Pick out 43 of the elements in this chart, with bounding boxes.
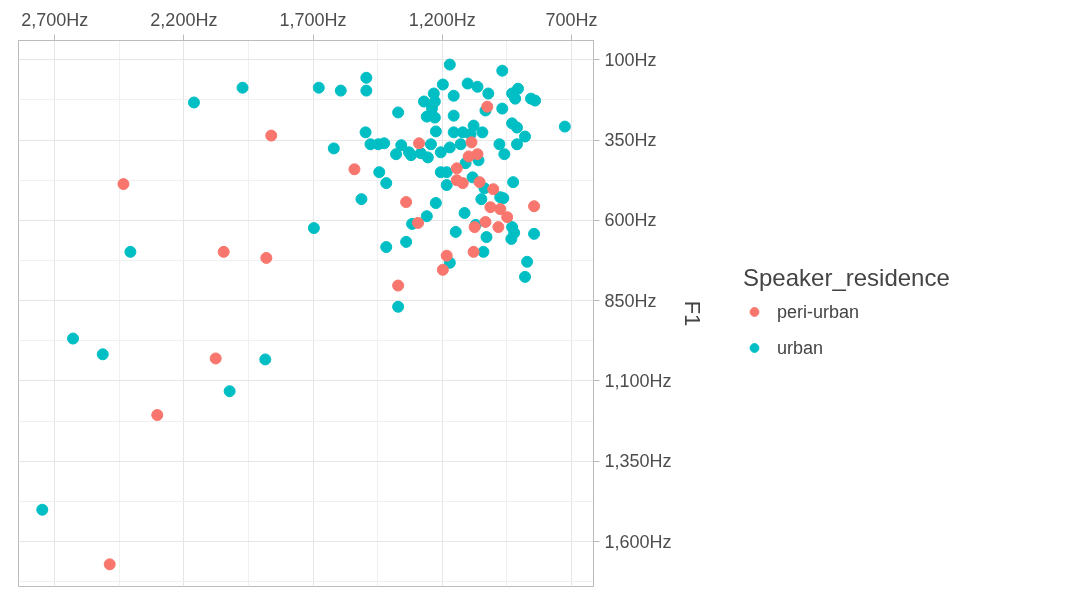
legend-label: peri-urban	[777, 301, 860, 322]
point	[117, 178, 130, 191]
point	[487, 183, 500, 196]
y-tick-label: 1,100Hz	[604, 370, 672, 391]
x-tick-label: 2,200Hz	[150, 9, 218, 30]
y-tick-label: 600Hz	[604, 210, 657, 231]
point	[484, 201, 497, 214]
point	[473, 176, 486, 189]
y-tick-label: 100Hz	[604, 49, 657, 70]
point	[479, 215, 492, 228]
legend-title: Speaker_residence	[743, 263, 950, 292]
legend-label: urban	[777, 337, 824, 358]
point	[217, 245, 230, 258]
x-tick-label: 1,700Hz	[279, 9, 347, 30]
point	[467, 245, 480, 258]
y-tick-label: 1,600Hz	[604, 531, 672, 552]
point	[471, 148, 484, 161]
point	[436, 263, 449, 276]
y-tick-label: 350Hz	[604, 130, 657, 151]
point	[494, 203, 507, 216]
point	[348, 163, 361, 176]
point	[440, 249, 453, 262]
x-tick-label: 700Hz	[545, 9, 598, 30]
y-tick-label: 850Hz	[604, 290, 657, 311]
x-tick-label: 1,200Hz	[408, 9, 476, 30]
point	[465, 136, 478, 149]
point	[151, 409, 164, 421]
point	[528, 200, 541, 213]
x-tick-label: 2,700Hz	[21, 9, 89, 30]
point	[392, 279, 405, 292]
point	[260, 251, 273, 264]
y-axis-title: F1	[679, 300, 705, 327]
point	[450, 162, 463, 175]
point	[103, 558, 116, 571]
point	[481, 100, 494, 113]
point	[413, 137, 426, 150]
point	[412, 216, 425, 229]
point	[501, 211, 514, 224]
point	[265, 129, 278, 142]
point	[400, 196, 413, 209]
point	[492, 221, 505, 234]
point	[209, 352, 222, 365]
y-tick-label: 1,350Hz	[604, 451, 672, 472]
